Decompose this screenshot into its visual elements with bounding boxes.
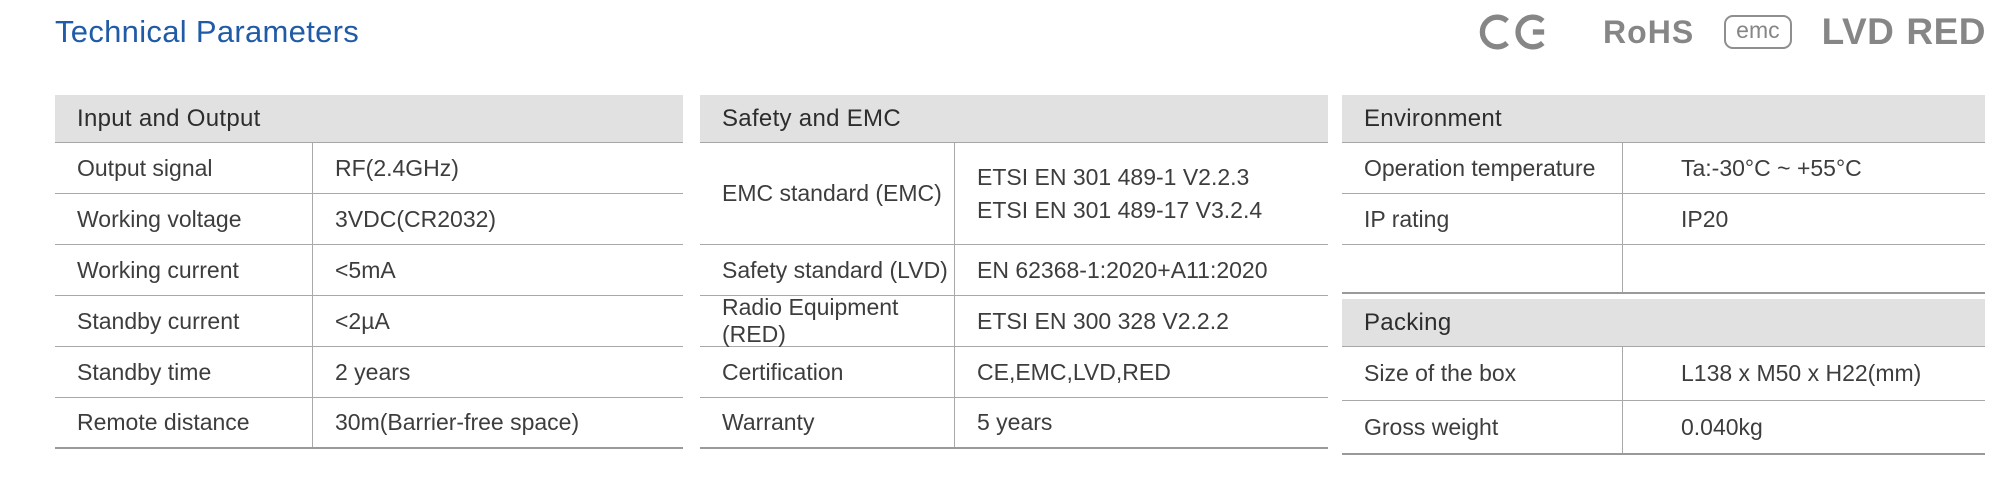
row-label: Warranty: [700, 398, 955, 447]
rohs-logo: RoHS: [1603, 13, 1695, 50]
row-value: 2 years: [335, 358, 411, 385]
row-label: IP rating: [1342, 194, 1623, 244]
environment-table: Environment Operation temperature Ta:-30…: [1342, 95, 1985, 294]
row-value: IP20: [1681, 205, 1729, 232]
value-line-2: ETSI EN 301 489-17 V3.2.4: [977, 196, 1263, 223]
table-row: Gross weight 0.040kg: [1342, 401, 1985, 455]
lvd-red-logos: LVD RED: [1822, 11, 1986, 53]
row-label: Radio Equipment (RED): [700, 294, 955, 347]
environment-header: Environment: [1342, 95, 1985, 143]
safety-emc-header: Safety and EMC: [700, 95, 1328, 143]
table-row: Certification CE,EMC,LVD,RED: [700, 347, 1328, 398]
environment-packing-column: Environment Operation temperature Ta:-30…: [1342, 95, 1985, 455]
table-row: Size of the box L138 x M50 x H22(mm): [1342, 347, 1985, 401]
red-logo: RED: [1906, 11, 1986, 52]
table-row: Warranty 5 years: [700, 398, 1328, 449]
certification-logos: RoHS emc LVD RED: [1469, 10, 1986, 54]
row-label: EMC standard (EMC): [700, 143, 955, 244]
packing-table: Packing Size of the box L138 x M50 x H22…: [1342, 299, 1985, 455]
table-row: Radio Equipment (RED) ETSI EN 300 328 V2…: [700, 294, 1328, 347]
row-value: [1623, 245, 1985, 292]
row-label: [1342, 245, 1623, 292]
table-row: Working voltage 3VDC(CR2032): [55, 194, 683, 245]
table-row: Operation temperature Ta:-30°C ~ +55°C: [1342, 143, 1985, 194]
row-label: Remote distance: [55, 398, 313, 447]
table-row: Standby current <2µA: [55, 296, 683, 347]
row-value: CE,EMC,LVD,RED: [977, 358, 1171, 385]
row-label: Standby time: [55, 347, 313, 397]
row-value: <2µA: [335, 307, 390, 334]
row-label: Safety standard (LVD): [700, 245, 955, 295]
row-value: 5 years: [977, 409, 1053, 435]
row-value: L138 x M50 x H22(mm): [1681, 360, 1922, 386]
table-row: [1342, 245, 1985, 294]
row-value: 3VDC(CR2032): [335, 205, 497, 232]
row-value: <5mA: [335, 256, 396, 283]
input-output-table: Input and Output Output signal RF(2.4GHz…: [55, 95, 683, 449]
input-output-header: Input and Output: [55, 95, 683, 143]
row-label: Gross weight: [1342, 401, 1623, 453]
table-row: Output signal RF(2.4GHz): [55, 143, 683, 194]
table-row: Safety standard (LVD) EN 62368-1:2020+A1…: [700, 245, 1328, 296]
row-value: ETSI EN 301 489-1 V2.2.3 ETSI EN 301 489…: [955, 143, 1328, 244]
row-value: ETSI EN 300 328 V2.2.2: [977, 307, 1229, 334]
row-value: RF(2.4GHz): [335, 154, 459, 181]
table-row: IP rating IP20: [1342, 194, 1985, 245]
row-label: Working current: [55, 245, 313, 295]
row-value: 0.040kg: [1681, 413, 1763, 440]
table-row: EMC standard (EMC) ETSI EN 301 489-1 V2.…: [700, 143, 1328, 245]
value-line-1: ETSI EN 301 489-1 V2.2.3: [977, 164, 1250, 191]
safety-emc-table: Safety and EMC EMC standard (EMC) ETSI E…: [700, 95, 1328, 449]
table-row: Standby time 2 years: [55, 347, 683, 398]
row-value: 30m(Barrier-free space): [335, 409, 580, 435]
emc-logo: emc: [1724, 14, 1792, 50]
row-label: Certification: [700, 347, 955, 397]
row-value: EN 62368-1:2020+A11:2020: [977, 256, 1268, 283]
row-label: Size of the box: [1342, 347, 1623, 400]
row-label: Output signal: [55, 143, 313, 193]
row-value: Ta:-30°C ~ +55°C: [1681, 154, 1862, 181]
lvd-logo: LVD: [1821, 11, 1895, 52]
row-label: Operation temperature: [1342, 143, 1623, 193]
table-row: Working current <5mA: [55, 245, 683, 296]
row-label: Standby current: [55, 296, 313, 346]
ce-mark-icon: [1479, 14, 1545, 50]
packing-header: Packing: [1342, 299, 1985, 347]
table-row: Remote distance 30m(Barrier-free space): [55, 398, 683, 449]
row-label: Working voltage: [55, 194, 313, 244]
page-title: Technical Parameters: [55, 14, 360, 49]
